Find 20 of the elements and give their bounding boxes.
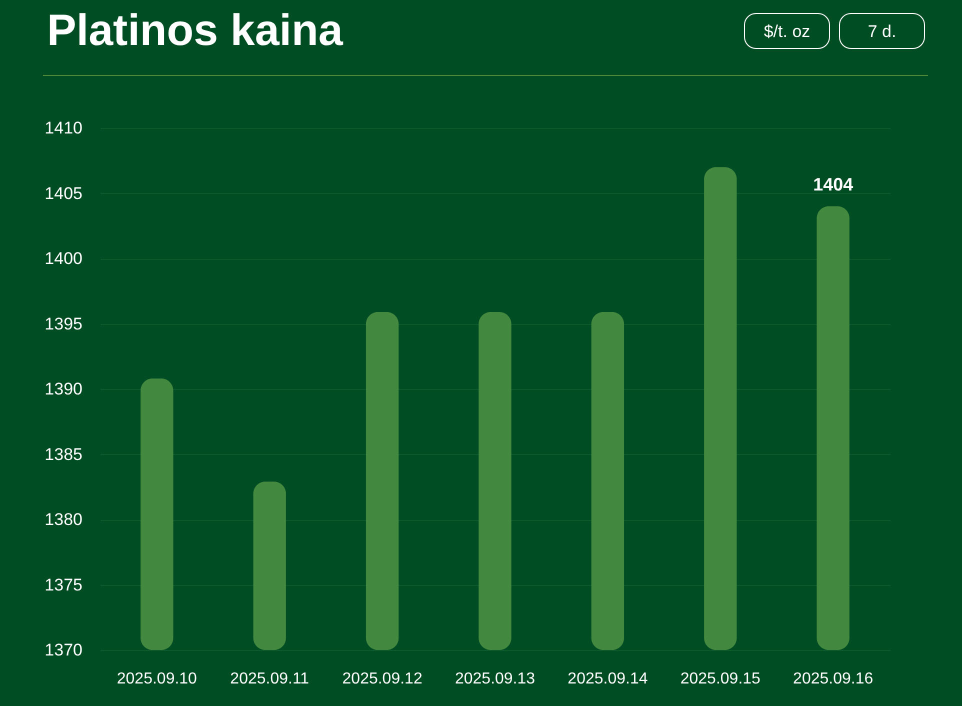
chart-title: Platinos kaina [47,6,343,56]
y-tick-label: 1405 [44,184,82,203]
x-tick-label: 2025.09.16 [793,670,874,688]
y-tick-label: 1375 [44,575,82,594]
y-tick-label: 1395 [44,314,82,334]
y-tick-label: 1370 [44,640,82,660]
x-tick-label: 2025.09.14 [568,670,648,688]
data-label: 1404 [813,174,854,194]
y-tick-label: 1400 [44,249,82,268]
y-tick-label: 1380 [44,510,82,529]
x-tick-label: 2025.09.10 [116,670,198,688]
x-tick-label: 2025.09.11 [230,670,310,688]
x-tick-label: 2025.09.12 [342,670,422,688]
y-tick-label: 1410 [44,118,82,138]
y-tick-label: 1390 [44,380,82,398]
x-tick-label: 2025.09.15 [680,670,761,688]
text: 7 d. [839,13,925,49]
y-tick-label: 1385 [44,444,82,464]
text: $/t. oz [744,13,830,49]
x-tick-label: 2025.09.13 [454,670,536,688]
